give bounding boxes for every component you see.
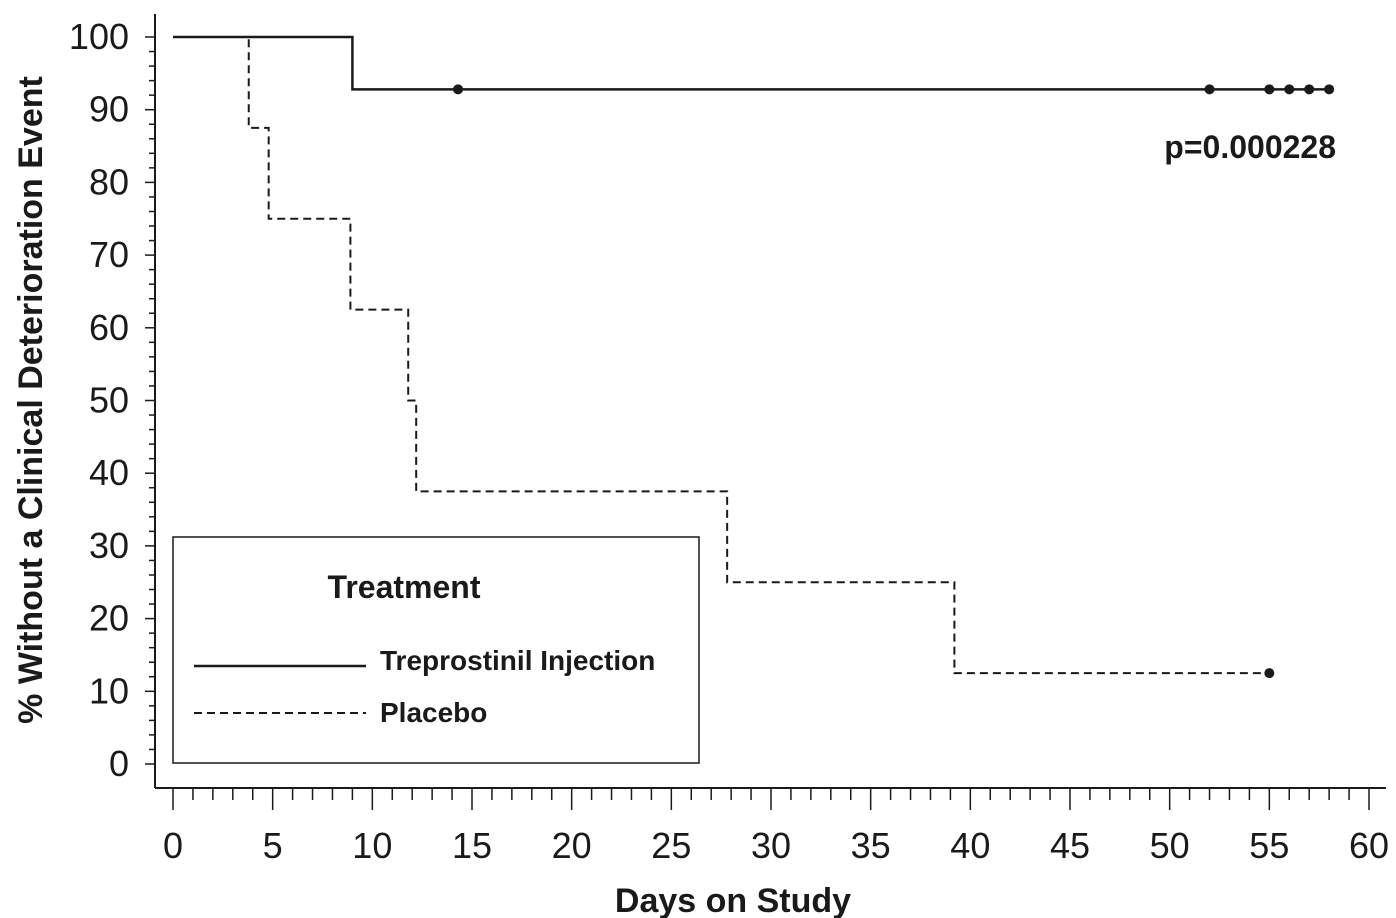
- series-layer: [173, 35, 1335, 679]
- y-tick-label: 80: [89, 161, 129, 202]
- y-tick-label: 30: [89, 525, 129, 566]
- legend: Treatment Treprostinil Injection Placebo: [172, 536, 700, 764]
- censor-mark-treprostinil-injection: [1324, 84, 1335, 95]
- x-tick-label: 15: [452, 825, 492, 866]
- y-axis-title: % Without a Clinical Deterioration Event: [12, 76, 50, 724]
- x-tick-label: 45: [1050, 825, 1090, 866]
- x-tick-label: 40: [950, 825, 990, 866]
- x-tick-label: 35: [851, 825, 891, 866]
- series-line-treprostinil-injection: [173, 35, 1330, 91]
- legend-label-treprostinil: Treprostinil Injection: [380, 645, 655, 676]
- x-tick-label: 20: [552, 825, 592, 866]
- censor-mark-treprostinil-injection: [1204, 84, 1215, 95]
- x-tick-label: 10: [352, 825, 392, 866]
- y-tick-label: 40: [89, 452, 129, 493]
- y-tick-label: 60: [89, 307, 129, 348]
- censor-mark-treprostinil-injection: [453, 84, 464, 95]
- y-tick-label: 90: [89, 89, 129, 130]
- x-tick-label: 0: [163, 825, 183, 866]
- censor-mark-placebo: [1264, 668, 1275, 679]
- legend-label-placebo: Placebo: [380, 697, 487, 728]
- x-tick-label: 25: [651, 825, 691, 866]
- y-tick-label: 50: [89, 380, 129, 421]
- series-line-placebo: [173, 36, 1270, 675]
- censor-mark-treprostinil-injection: [1284, 84, 1295, 95]
- y-tick-label: 100: [69, 16, 129, 57]
- censor-mark-treprostinil-injection: [1264, 84, 1275, 95]
- x-axis-title: Days on Study: [615, 882, 851, 918]
- legend-box: [172, 536, 700, 764]
- x-tick-label: 5: [263, 825, 283, 866]
- x-tick-label: 50: [1150, 825, 1190, 866]
- censor-mark-treprostinil-injection: [1304, 84, 1315, 95]
- y-tick-label: 10: [89, 670, 129, 711]
- x-tick-label: 30: [751, 825, 791, 866]
- legend-title: Treatment: [328, 569, 481, 605]
- x-tick-label: 60: [1349, 825, 1389, 866]
- x-tick-label: 55: [1249, 825, 1289, 866]
- y-tick-label: 0: [109, 743, 129, 784]
- ticks: 0 10 20 30 40 50 60 70 80 90 100 0 5 10 15 20 25 30 35 40 45…: [69, 16, 1389, 866]
- p-value-annotation: p=0.000228: [1164, 129, 1336, 165]
- y-tick-label: 70: [89, 234, 129, 275]
- y-tick-label: 20: [89, 598, 129, 639]
